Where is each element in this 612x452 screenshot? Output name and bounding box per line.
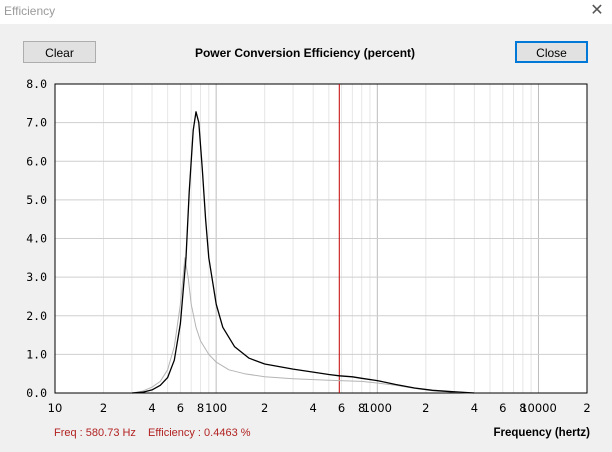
y-tick-label: 7.0 <box>26 116 47 130</box>
x-tick-label: 4 <box>148 401 155 415</box>
efficiency-readout: Efficiency : 0.4463 % <box>148 427 251 439</box>
x-tick-label: 6 <box>177 401 184 415</box>
x-axis-label: Frequency (hertz) <box>493 427 591 439</box>
x-tick-label: 2 <box>100 401 107 415</box>
clear-button[interactable]: Clear <box>23 41 96 63</box>
window-close-icon[interactable]: ✕ <box>590 2 604 19</box>
y-tick-label: 5.0 <box>26 193 47 207</box>
frequency-readout: Freq : 580.73 Hz <box>54 427 136 439</box>
x-tick-label: 10 <box>48 401 63 415</box>
efficiency-curve-secondary <box>131 257 475 394</box>
x-tick-label: 2 <box>261 401 268 415</box>
y-tick-label: 0.0 <box>26 386 47 400</box>
x-tick-label: 10000 <box>520 401 557 415</box>
title-bar: Efficiency ✕ <box>0 0 612 24</box>
x-tick-label: 4 <box>310 401 317 415</box>
window-title: Efficiency <box>4 4 56 18</box>
y-tick-label: 1.0 <box>26 347 47 361</box>
x-tick-label: 8 <box>358 401 365 415</box>
x-tick-label: 8 <box>519 401 526 415</box>
x-tick-label: 6 <box>499 401 506 415</box>
x-tick-label: 6 <box>338 401 345 415</box>
plot-frame <box>54 83 588 394</box>
x-tick-label: 2 <box>422 401 429 415</box>
close-button[interactable]: Close <box>515 41 588 63</box>
x-tick-label: 4 <box>471 401 478 415</box>
efficiency-curve-primary <box>131 111 475 394</box>
x-tick-label: 8 <box>197 401 204 415</box>
y-tick-label: 3.0 <box>26 270 47 284</box>
y-tick-label: 6.0 <box>26 154 47 168</box>
x-tick-label: 2 <box>583 401 590 415</box>
x-tick-label: 100 <box>205 401 227 415</box>
y-tick-label: 4.0 <box>26 232 47 246</box>
y-tick-label: 8.0 <box>26 77 47 91</box>
chart-title: Power Conversion Efficiency (percent) <box>194 46 416 60</box>
x-tick-label: 1000 <box>363 401 392 415</box>
y-tick-label: 2.0 <box>26 309 47 323</box>
